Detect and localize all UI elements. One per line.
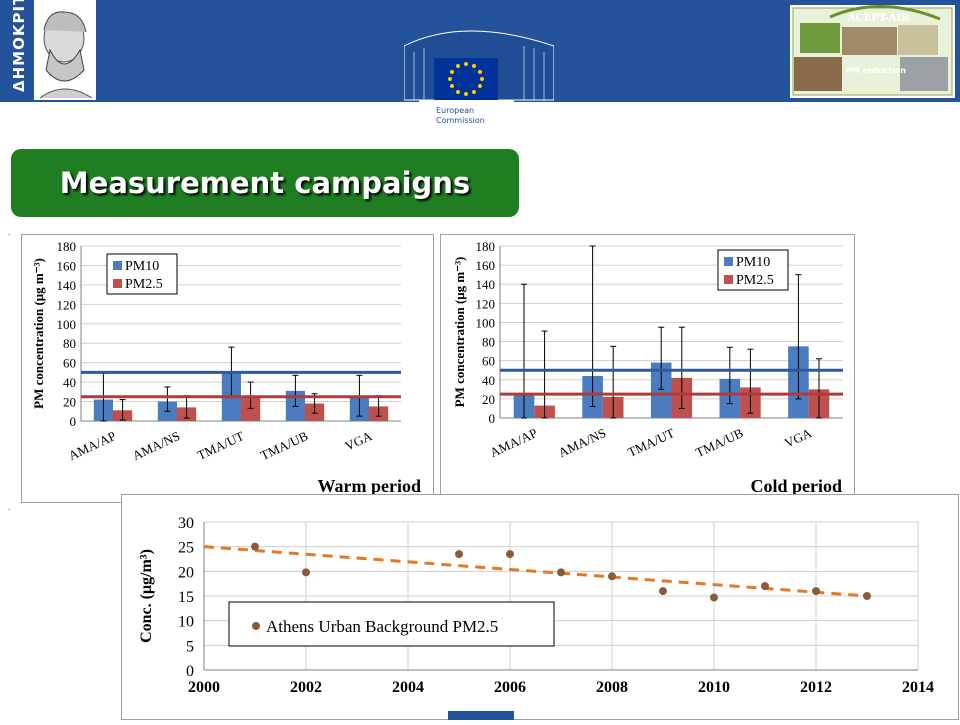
y-tick-label: 15 (178, 589, 194, 606)
legend-swatch (113, 279, 122, 288)
header-bar: ΔΗΜΟΚΡΙΤΟΣ ACEPT-AIR PM reduction (0, 0, 960, 102)
y-tick-label: 140 (476, 277, 496, 292)
bullet-dot: . (8, 503, 10, 512)
legend-swatch (724, 257, 733, 266)
y-tick-label: 0 (70, 414, 77, 429)
acept-logo-title: ACEPT-AIR (847, 13, 910, 24)
legend-marker (252, 622, 260, 630)
y-tick-label: 20 (178, 564, 194, 581)
y-tick-label: 25 (178, 540, 194, 557)
data-point (710, 593, 718, 602)
y-tick-label: 180 (57, 239, 77, 254)
bullet-dot: . (8, 228, 10, 237)
y-tick-label: 40 (63, 375, 76, 390)
data-point (506, 550, 514, 559)
x-tick-label: 2014 (902, 679, 934, 696)
x-tick-label: 2008 (596, 679, 628, 696)
pm25-trend-chart: 0 5 10 15 20 25 30 2000 2002 2004 2006 2008 2010 2012… (121, 494, 959, 720)
y-tick-label: 160 (57, 258, 77, 273)
data-point (863, 592, 871, 600)
y-tick-label: 0 (489, 411, 496, 426)
warm-period-chart: 0 20 40 60 80 100 120 140 160 180 PM concentration… (21, 234, 434, 503)
page-title: Measurement campaigns (59, 166, 471, 200)
y-tick-label: 30 (178, 515, 194, 532)
y-tick-label: 5 (186, 638, 194, 655)
trend-line (203, 545, 868, 598)
y-tick-label: 100 (476, 315, 496, 330)
y-tick-label: 100 (57, 317, 77, 332)
legend-label: PM10 (125, 259, 159, 274)
chart-caption: Warm period (318, 476, 422, 496)
european-commission-logo: European Commission (403, 22, 555, 134)
y-tick-label: 20 (482, 392, 495, 407)
y-tick-label: 40 (482, 373, 495, 388)
x-tick-label: 2000 (188, 679, 220, 696)
ec-logo-line1: European (436, 106, 474, 115)
acept-air-logo: ACEPT-AIR PM reduction (790, 5, 955, 98)
y-tick-label: 160 (476, 258, 496, 273)
y-tick-label: 20 (63, 395, 76, 410)
x-tick-label: 2010 (698, 679, 730, 696)
legend-label: PM2.5 (125, 277, 163, 292)
y-tick-label: 0 (186, 663, 194, 680)
title-banner: Measurement campaigns (11, 149, 519, 217)
demokritos-logo: ΔΗΜΟΚΡΙΤΟΣ (0, 0, 96, 100)
y-axis-label: PM concentration (μg m⁻³) (31, 258, 46, 409)
ec-logo-line2: Commission (436, 116, 485, 125)
legend: PM10 PM2.5 (106, 253, 178, 295)
data-point (557, 568, 565, 577)
y-tick-label: 80 (482, 335, 495, 350)
legend-label: PM10 (736, 255, 770, 270)
data-point (251, 542, 259, 551)
legend-swatch (724, 275, 733, 284)
acept-logo-sub: PM reduction (846, 66, 906, 75)
y-tick-label: 120 (476, 296, 496, 311)
data-point (659, 587, 667, 596)
legend-label: PM2.5 (736, 273, 774, 288)
legend-swatch (113, 261, 122, 270)
legend-box (228, 601, 555, 647)
data-point (812, 587, 820, 596)
y-tick-label: 60 (63, 356, 76, 371)
legend-label: Athens Urban Background PM2.5 (266, 617, 498, 636)
legend: PM10 PM2.5 (717, 249, 789, 291)
y-tick-label: 80 (63, 336, 76, 351)
y-tick-label: 10 (178, 614, 194, 631)
x-tick-label: 2004 (392, 679, 424, 696)
footer-accent-bar (448, 711, 514, 720)
y-axis-label: Conc. (μg/m³) (138, 549, 155, 643)
x-tick-label: 2006 (494, 679, 526, 696)
bar-pm10 (650, 362, 672, 418)
y-tick-label: 120 (57, 297, 77, 312)
data-point (608, 572, 616, 581)
x-tick-label: 2002 (290, 679, 322, 696)
y-tick-label: 60 (482, 354, 495, 369)
legend: Athens Urban Background PM2.5 (228, 601, 555, 647)
x-tick-label: 2012 (800, 679, 832, 696)
y-tick-label: 140 (57, 278, 77, 293)
data-point (455, 550, 463, 559)
cold-period-chart: 0 20 40 60 80 100 120 140 160 180 PM concentration… (440, 234, 855, 503)
y-tick-label: 180 (476, 239, 496, 254)
y-axis-label: PM concentration (μg m⁻³) (452, 257, 467, 408)
data-point (761, 582, 769, 591)
demokritos-logo-text: ΔΗΜΟΚΡΙΤΟΣ (10, 0, 28, 92)
chart-caption: Cold period (750, 476, 842, 496)
data-point (302, 568, 310, 577)
